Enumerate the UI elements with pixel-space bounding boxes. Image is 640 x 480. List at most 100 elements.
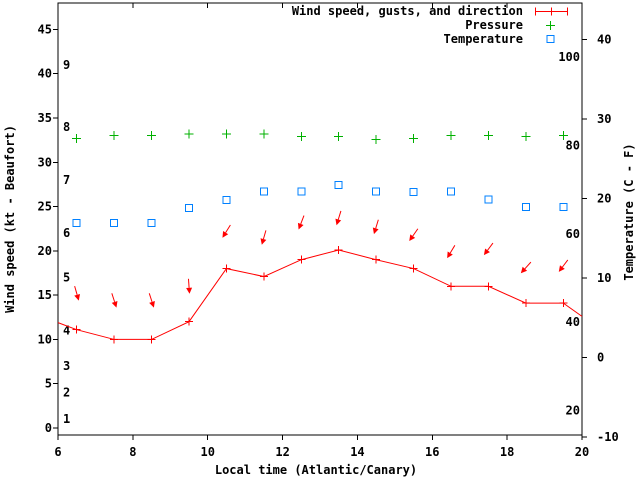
- beaufort-label: 8: [63, 120, 70, 134]
- y2-tick-label: 30: [597, 112, 611, 126]
- x-tick-label: 6: [54, 445, 61, 459]
- fahrenheit-label: 60: [566, 227, 580, 241]
- beaufort-label: 5: [63, 270, 70, 284]
- y2-tick-label: 0: [597, 351, 604, 365]
- wind-direction-arrow: [372, 219, 379, 235]
- y2-tick-label: 10: [597, 271, 611, 285]
- wind-direction-arrow: [335, 210, 342, 226]
- plus-marker: [447, 282, 455, 291]
- plus-marker: [446, 131, 456, 141]
- beaufort-label: 3: [63, 359, 70, 373]
- temperature-marker: [521, 203, 530, 212]
- wind-direction-arrow: [520, 261, 532, 274]
- y-tick-label: 25: [38, 200, 52, 214]
- wind-direction-arrow: [558, 259, 569, 272]
- plot-border: [57, 2, 583, 436]
- legend: Wind speed, gusts, and direction Pressur…: [292, 4, 568, 46]
- wind-direction-arrow: [409, 228, 419, 242]
- plus-marker: [185, 317, 193, 326]
- beaufort-label: 1: [63, 412, 70, 426]
- y2-tick-label: 40: [597, 33, 611, 47]
- plus-marker: [259, 272, 268, 281]
- plus-marker: [259, 129, 269, 139]
- y2-tick-label: 20: [597, 192, 611, 206]
- temperature-marker: [72, 219, 81, 228]
- y-tick-label: 35: [38, 111, 52, 125]
- y-tick-label: 30: [38, 155, 52, 169]
- wind-direction-arrow: [260, 230, 267, 245]
- wind-direction-arrow: [111, 293, 118, 308]
- y-tick-label: 10: [38, 332, 52, 346]
- y-tick-label: 45: [38, 22, 52, 36]
- plus-marker: [109, 131, 119, 141]
- temperature-marker: [222, 196, 231, 205]
- y-tick-label: 40: [38, 67, 52, 81]
- y-tick-label: 15: [38, 288, 52, 302]
- plus-marker: [484, 282, 493, 291]
- temperature-marker: [447, 187, 455, 196]
- legend-temperature-sample: [546, 35, 555, 43]
- x-tick-label: 12: [275, 445, 289, 459]
- fahrenheit-label: 40: [566, 315, 580, 329]
- plus-marker: [409, 264, 418, 273]
- wind-direction-arrow: [186, 278, 193, 294]
- beaufort-label: 2: [63, 386, 70, 400]
- beaufort-label: 9: [63, 58, 70, 72]
- plus-marker: [222, 264, 231, 273]
- plus-marker: [547, 7, 556, 16]
- x-tick-label: 14: [350, 445, 364, 459]
- plus-marker: [334, 245, 343, 254]
- temperature-marker: [185, 204, 193, 213]
- plus-marker: [147, 131, 157, 141]
- plus-marker: [147, 335, 156, 344]
- temperature-marker: [259, 187, 268, 196]
- plot-area: 6 8 10 12 14 16 18 20051015202530354045-1001020…: [38, 2, 619, 459]
- wind-direction-arrow: [148, 293, 155, 308]
- plus-marker: [483, 131, 493, 141]
- plus-marker: [521, 299, 530, 308]
- plus-marker: [521, 132, 531, 142]
- legend-pressure-label: Pressure: [465, 18, 523, 32]
- wind-direction-arrow: [74, 286, 81, 301]
- wind-direction-arrow: [483, 242, 494, 256]
- beaufort-label: 4: [63, 324, 70, 338]
- y-tick-label: 20: [38, 244, 52, 258]
- fahrenheit-label: 100: [558, 50, 580, 64]
- temperature-marker: [484, 195, 493, 204]
- beaufort-label: 6: [63, 226, 70, 240]
- x-tick-label: 18: [500, 445, 514, 459]
- x-tick-label: 20: [575, 445, 589, 459]
- legend-sample-markers: [535, 7, 568, 43]
- y2-axis-label: Temperature (C - F): [622, 143, 636, 280]
- legend-temperature-label: Temperature: [444, 32, 523, 46]
- plus-marker: [372, 255, 381, 264]
- plus-marker: [559, 299, 568, 308]
- temperature-marker: [297, 187, 306, 196]
- temperature-marker: [147, 219, 156, 228]
- wind-speed-line: [57, 249, 583, 340]
- legend-wind-label: Wind speed, gusts, and direction: [292, 4, 523, 18]
- plus-marker: [546, 21, 555, 30]
- temperature-marker: [409, 188, 418, 197]
- x-axis-label: Local time (Atlantic/Canary): [215, 463, 417, 477]
- fahrenheit-label: 80: [566, 139, 580, 153]
- wind-direction-arrow: [297, 215, 305, 230]
- plus-marker: [184, 129, 194, 139]
- x-tick-label: 16: [425, 445, 439, 459]
- x-tick-label: 10: [200, 445, 214, 459]
- plus-marker: [72, 133, 82, 143]
- plus-marker: [558, 131, 568, 141]
- y-axis-label: Wind speed (kt - Beaufort): [3, 125, 17, 313]
- plus-marker: [296, 132, 306, 142]
- fahrenheit-label: 20: [566, 404, 580, 418]
- temperature-marker: [372, 187, 381, 196]
- wind-direction-arrow: [447, 245, 456, 259]
- beaufort-label: 7: [63, 173, 70, 187]
- temperature-marker: [334, 180, 343, 189]
- x-tick-label: 8: [129, 445, 136, 459]
- plus-marker: [297, 255, 306, 264]
- plus-marker: [334, 132, 344, 142]
- temperature-marker: [559, 203, 568, 212]
